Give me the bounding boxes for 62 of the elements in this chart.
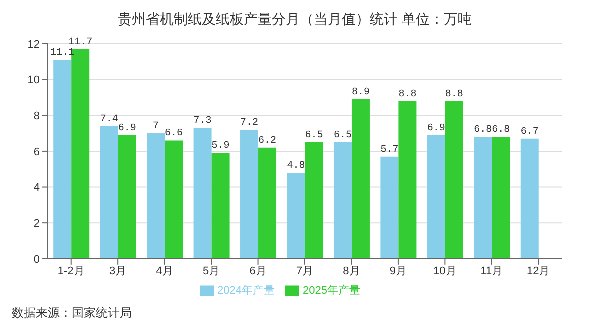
bar [520, 138, 539, 259]
data-label: 8.8 [445, 89, 464, 100]
data-label: 7.3 [194, 116, 212, 128]
bar [445, 101, 464, 259]
bar [165, 140, 184, 259]
x-tick-label: 9月 [390, 266, 408, 278]
x-tick-label: 5月 [202, 266, 220, 278]
bar [194, 128, 212, 259]
data-label: 6.5 [305, 130, 324, 142]
bar [147, 134, 166, 259]
bar [380, 156, 399, 259]
y-tick-label: 0 [34, 254, 40, 266]
x-tick-label: 10月 [434, 266, 457, 278]
x-tick-label: 6月 [250, 266, 267, 278]
bar [100, 126, 118, 259]
x-tick-label: 1-2月 [58, 266, 85, 278]
y-tick-label: 12 [28, 38, 40, 51]
data-label: 6.8 [492, 125, 510, 136]
x-tick-label: 12月 [527, 266, 550, 278]
data-label: 7.2 [240, 118, 259, 129]
bar [240, 130, 259, 259]
data-label: 5.9 [212, 141, 230, 152]
y-tick-label: 2 [34, 218, 40, 230]
x-tick-label: 3月 [110, 266, 127, 278]
chart-title: 贵州省机制纸及纸板产量分月（当月值）统计 单位：万吨 [117, 10, 473, 29]
x-tick-label: 7月 [296, 266, 314, 278]
bar [474, 137, 492, 259]
bar [54, 60, 72, 259]
data-label: 6.7 [520, 126, 539, 138]
source-note: 数据来源：国家统计局 [12, 305, 132, 322]
data-label: 8.9 [352, 88, 370, 99]
bar [492, 137, 510, 259]
data-label: 5.7 [380, 144, 399, 156]
data-label: 7.4 [100, 114, 118, 126]
legend-label: 2024年产量 [218, 284, 275, 297]
y-tick-label: 8 [34, 110, 40, 123]
bar [334, 142, 352, 259]
bar [212, 153, 230, 259]
data-label: 11.7 [68, 37, 93, 48]
legend-label: 2025年产量 [303, 284, 360, 297]
bar [258, 148, 277, 259]
bar [118, 135, 136, 259]
data-label: 6.9 [427, 123, 446, 134]
data-label: 6.8 [474, 125, 492, 136]
data-label: 6.9 [118, 123, 136, 134]
data-label: 6.2 [258, 136, 277, 147]
bar [287, 172, 306, 259]
y-tick-label: 4 [34, 182, 40, 194]
data-label: 6.6 [165, 128, 184, 140]
x-tick-label: 11月 [480, 266, 504, 278]
y-tick-label: 10 [28, 74, 40, 87]
x-tick-label: 8月 [343, 266, 360, 278]
bar [352, 100, 370, 259]
bar [305, 142, 324, 259]
bar [398, 101, 417, 259]
data-label: 6.5 [334, 130, 352, 142]
data-label: 8.8 [398, 89, 417, 100]
x-tick-label: 4月 [156, 266, 174, 278]
data-label: 7 [153, 122, 160, 133]
y-tick-label: 6 [34, 146, 40, 158]
data-label: 4.8 [287, 160, 306, 172]
bar [427, 135, 446, 259]
